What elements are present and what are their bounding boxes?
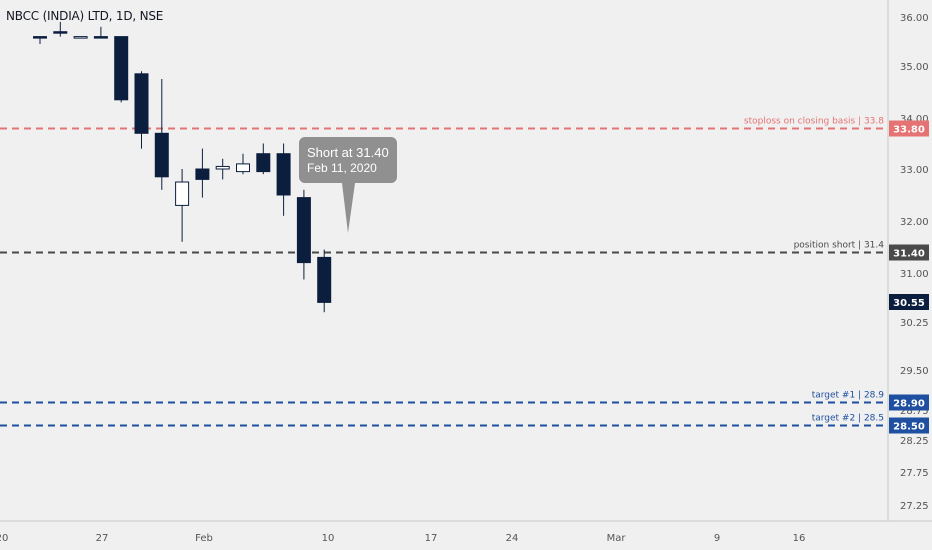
price-tick-label: 31.00 xyxy=(900,269,929,280)
callout-line1: Short at 31.40 xyxy=(307,145,389,160)
price-tick-label: 33.00 xyxy=(900,165,929,176)
candle-body xyxy=(296,197,311,264)
callout-bubble xyxy=(299,137,397,233)
candle-body xyxy=(114,36,129,101)
stoploss-price-tag-text: 33.80 xyxy=(893,125,925,136)
time-tick-label: 20 xyxy=(0,533,8,544)
price-tick-label: 32.00 xyxy=(900,217,929,228)
candle-body xyxy=(93,36,108,39)
symbol-header: NBCC (INDIA) LTD, 1D, NSE xyxy=(6,9,164,23)
target-price-tag-text: 28.50 xyxy=(893,422,925,433)
candle-body xyxy=(256,153,271,173)
price-tags-layer: 33.80 31.40 28.90 28.50 30.55 xyxy=(889,120,929,434)
price-tick-label: 35.00 xyxy=(900,62,929,73)
position-price-tag xyxy=(889,244,929,261)
price-tick-label: 29.50 xyxy=(900,366,929,377)
target-line-label: target #2 | 28.5 xyxy=(812,414,884,424)
price-tick-label: 34.00 xyxy=(900,114,929,125)
position-line-label: position short | 31.4 xyxy=(794,241,885,251)
candle-body xyxy=(33,36,47,39)
price-tick-label: 28.25 xyxy=(900,436,929,447)
stoploss-price-tag xyxy=(889,120,929,137)
position-price-tag-text: 31.40 xyxy=(893,249,925,260)
time-tick-label: 16 xyxy=(793,533,806,544)
candle-body xyxy=(276,153,291,196)
time-tick-label: 17 xyxy=(425,533,438,544)
target-price-tag-text: 28.90 xyxy=(893,399,925,410)
target-price-tag xyxy=(889,394,929,411)
candle-body xyxy=(195,168,210,180)
last-price-tag xyxy=(889,294,929,310)
candle-body xyxy=(236,163,250,173)
time-tick-label: Feb xyxy=(195,533,213,544)
time-tick-label: 10 xyxy=(322,533,335,544)
target-line-label: target #1 | 28.9 xyxy=(812,391,885,401)
time-axis-ticks: 20 27 Feb 10 17 24 Mar 9 16 xyxy=(0,533,805,544)
stoploss-line-label: stoploss on closing basis | 33.8 xyxy=(744,117,884,127)
price-tick-label: 36.00 xyxy=(900,13,929,24)
time-tick-label: Mar xyxy=(607,533,627,544)
candle-body xyxy=(73,36,88,39)
candle-body xyxy=(317,256,332,303)
candle-body xyxy=(175,181,190,206)
candle-body xyxy=(53,31,68,34)
price-tick-label: 30.25 xyxy=(900,318,929,329)
candle-body xyxy=(215,165,230,170)
candle-body xyxy=(134,73,149,134)
candle-body xyxy=(154,132,169,178)
target-price-tag xyxy=(889,417,929,434)
price-tick-label: 28.75 xyxy=(900,406,929,417)
price-axis-ticks: 36.00 35.00 34.00 33.00 32.00 31.00 30.25 29.50… xyxy=(900,13,929,512)
time-tick-label: 24 xyxy=(506,533,519,544)
callout-line2: Feb 11, 2020 xyxy=(307,161,377,175)
price-tick-label: 27.75 xyxy=(900,468,929,479)
price-tick-label: 27.25 xyxy=(900,501,929,512)
last-price-tag-text: 30.55 xyxy=(893,298,925,309)
time-tick-label: 9 xyxy=(714,533,720,544)
candles-layer xyxy=(33,21,332,313)
time-tick-label: 27 xyxy=(96,533,109,544)
